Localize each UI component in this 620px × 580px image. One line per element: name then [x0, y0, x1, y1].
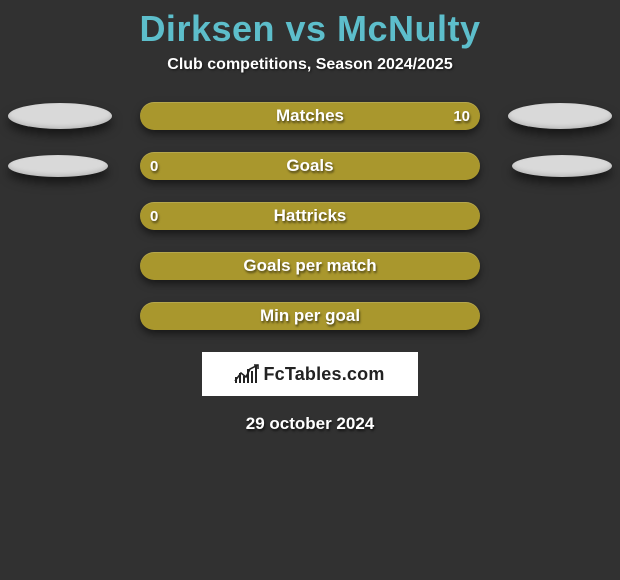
- logo-bar: [255, 365, 257, 383]
- comparison-card: Dirksen vs McNulty Club competitions, Se…: [0, 0, 620, 434]
- right-shadow-ellipse: [508, 103, 612, 129]
- logo-bar: [239, 373, 241, 383]
- stat-rows: Matches10Goals0Hattricks0Goals per match…: [0, 102, 620, 330]
- stat-label: Min per goal: [140, 302, 480, 330]
- page-title: Dirksen vs McNulty: [139, 8, 480, 50]
- stat-row: Hattricks0: [0, 202, 620, 230]
- left-shadow-ellipse: [8, 155, 108, 177]
- stat-label: Goals: [140, 152, 480, 180]
- footer-date: 29 october 2024: [246, 414, 375, 434]
- stat-row: Goals per match: [0, 252, 620, 280]
- logo-bar: [247, 369, 249, 383]
- page-subtitle: Club competitions, Season 2024/2025: [167, 56, 452, 74]
- stat-bar-track: Hattricks0: [140, 202, 480, 230]
- stat-left-value: 0: [150, 202, 158, 230]
- stat-right-value: 10: [453, 102, 470, 130]
- right-shadow-ellipse: [512, 155, 612, 177]
- stat-left-value: 0: [150, 152, 158, 180]
- stat-label: Matches: [140, 102, 480, 130]
- stat-bar-track: Min per goal: [140, 302, 480, 330]
- logo-bar: [251, 371, 253, 383]
- logo-bar: [243, 376, 245, 383]
- stat-bar-track: Matches10: [140, 102, 480, 130]
- stat-label: Hattricks: [140, 202, 480, 230]
- stat-bar-track: Goals per match: [140, 252, 480, 280]
- branding-text: FcTables.com: [263, 364, 384, 385]
- left-shadow-ellipse: [8, 103, 112, 129]
- stat-row: Goals0: [0, 152, 620, 180]
- branding-box: FcTables.com: [202, 352, 418, 396]
- logo-bar: [235, 377, 237, 383]
- bar-chart-icon: [235, 365, 257, 383]
- stat-row: Min per goal: [0, 302, 620, 330]
- stat-label: Goals per match: [140, 252, 480, 280]
- stat-row: Matches10: [0, 102, 620, 130]
- stat-bar-track: Goals0: [140, 152, 480, 180]
